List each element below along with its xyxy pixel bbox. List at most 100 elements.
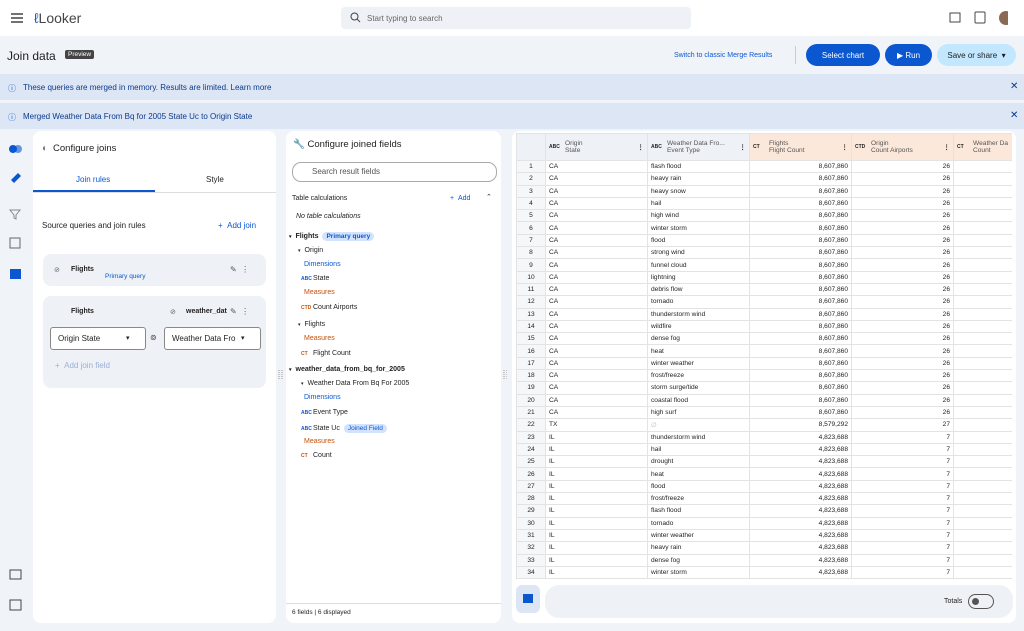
cell: 7 xyxy=(851,479,954,494)
column-header[interactable]: ABC Weather Data Fro... Event Type ⋮ xyxy=(647,133,750,161)
query-card xyxy=(43,254,266,286)
cell: 8,607,860 xyxy=(749,344,852,358)
empty-note: No table calculations xyxy=(296,213,361,220)
tree-item: ABCEvent Type xyxy=(301,409,348,416)
cell: 7 xyxy=(851,467,954,481)
field-label: Flights xyxy=(295,233,319,240)
cell xyxy=(953,504,1012,518)
primary-badge: Primary query xyxy=(105,273,146,280)
cell: 26 xyxy=(851,270,954,284)
tree-item: CT Count xyxy=(301,452,332,459)
card-actions[interactable]: ✎ ⋮ xyxy=(230,307,250,316)
add-join[interactable]: + Add join xyxy=(218,221,257,230)
header-row: ABC Origin State ⋮ ABC Weather Data Fro... Eve… xyxy=(516,133,1012,161)
cell: 8,607,860 xyxy=(749,295,852,309)
data-row: 21 CA high surf 8,607,860 26 xyxy=(516,405,1012,420)
add-field-text[interactable]: Add join field xyxy=(64,361,110,370)
cell: high surf xyxy=(647,405,750,420)
resize-handles[interactable] xyxy=(277,368,507,382)
banner xyxy=(0,103,1024,129)
cell: thunderstorm wind xyxy=(647,307,750,321)
column-header[interactable]: ABC Origin State ⋮ xyxy=(545,133,648,161)
add-text[interactable]: Add xyxy=(457,195,471,202)
menu-icon[interactable] xyxy=(10,12,24,24)
tree-item: ▾ Weather Data From Bq For 2005 xyxy=(301,380,409,387)
field-label: Event Type xyxy=(313,409,348,416)
cell: CA xyxy=(545,381,648,395)
add-join-field[interactable]: + Add join field xyxy=(55,361,110,370)
search-box[interactable] xyxy=(341,7,691,29)
cell: winter storm xyxy=(647,221,750,235)
data-row: 19 CA storm surge/tide 8,607,860 26 xyxy=(516,381,1012,395)
left-rail[interactable] xyxy=(8,142,24,612)
learn-more-link[interactable]: Learn more xyxy=(230,83,272,92)
cell xyxy=(953,467,1012,481)
row-number: 14 xyxy=(516,319,546,334)
cell: heavy rain xyxy=(647,172,750,186)
cell xyxy=(953,369,1012,383)
row-number: 16 xyxy=(516,344,546,358)
right-field-select[interactable] xyxy=(164,327,261,350)
corner-cell xyxy=(516,133,546,161)
close[interactable]: ✕ xyxy=(1010,81,1019,92)
column-group: Weather Da xyxy=(973,140,1009,147)
caret: ▾ xyxy=(289,234,292,240)
select-value: Weather Data Fro xyxy=(172,334,236,343)
tab[interactable]: Style xyxy=(206,175,224,184)
left-field-select[interactable] xyxy=(50,327,146,350)
column-group: Flights xyxy=(769,140,789,147)
data-row: 8 CA strong wind 8,607,860 26 xyxy=(516,246,1012,260)
cell xyxy=(953,442,1012,457)
cell: 8,579,292 xyxy=(749,418,852,432)
column-name: Count xyxy=(973,147,991,154)
tab[interactable]: Join rules xyxy=(76,175,111,184)
tree-item: ▾ Flights xyxy=(298,321,325,328)
classic-link[interactable]: Switch to classic Merge Results xyxy=(674,52,773,59)
cell: winter weather xyxy=(647,528,750,543)
cell: IL xyxy=(545,492,648,506)
add-join-text[interactable]: Add join xyxy=(227,221,257,230)
card-actions[interactable]: ✎ ⋮ xyxy=(230,265,250,274)
add-calc[interactable]: + Add xyxy=(450,195,471,202)
query-name: Flights xyxy=(71,266,94,273)
field-badge: Joined Field xyxy=(343,424,387,433)
caret: ▾ xyxy=(298,322,301,328)
column-header[interactable]: CT Flights Flight Count ⋮ xyxy=(749,133,852,161)
field-label: State xyxy=(313,275,330,282)
header-icons[interactable] xyxy=(948,11,1008,25)
column-name: Count Airports xyxy=(871,147,913,154)
select-chart-button[interactable]: Select chart xyxy=(806,44,880,66)
query-name: Flights xyxy=(71,308,94,315)
data-row: 30 IL tornado 4,823,688 7 xyxy=(516,516,1012,530)
cell: IL xyxy=(545,516,648,530)
results-table: ABC Origin State ⋮ ABC Weather Data Fro... Eve… xyxy=(516,133,1012,579)
cell xyxy=(953,430,1012,444)
run-button[interactable]: ▶ Run xyxy=(885,44,932,66)
cell: 26 xyxy=(851,393,954,407)
column-header[interactable]: CTD Origin Count Airports ⋮ xyxy=(851,133,954,161)
row-number: 20 xyxy=(516,393,546,407)
app-name[interactable]: ℓLooker xyxy=(34,10,82,26)
cell: CA xyxy=(545,332,648,346)
cell: frost/freeze xyxy=(647,492,750,506)
cell: CA xyxy=(545,344,648,358)
field-search[interactable] xyxy=(292,162,497,182)
app-name-text[interactable]: Looker xyxy=(38,10,82,26)
totals-switch[interactable] xyxy=(968,594,994,609)
header-labels: Flights Flight Count xyxy=(769,140,841,154)
cell: 8,607,860 xyxy=(749,233,852,248)
cell: CA xyxy=(545,196,648,211)
cell: 26 xyxy=(851,319,954,334)
close[interactable]: ✕ xyxy=(1010,110,1019,121)
save-button[interactable]: Save or share ▾ xyxy=(937,44,1016,66)
cell xyxy=(953,270,1012,284)
row-number: 12 xyxy=(516,295,546,309)
tree-item: CT Flight Count xyxy=(301,350,351,357)
cell: heat xyxy=(647,344,750,358)
row-number: 13 xyxy=(516,307,546,321)
row-number: 31 xyxy=(516,528,546,543)
cell: 4,823,688 xyxy=(749,479,852,494)
data-row: 13 CA thunderstorm wind 8,607,860 26 xyxy=(516,307,1012,321)
cell: CA xyxy=(545,405,648,420)
